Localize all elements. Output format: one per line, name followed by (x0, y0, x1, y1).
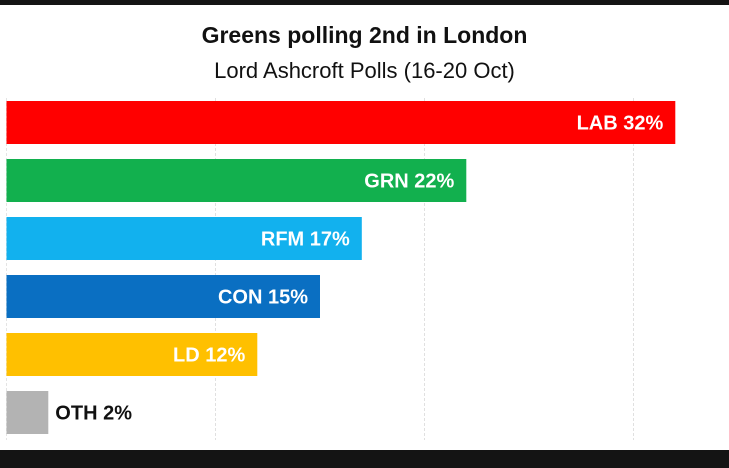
chart-subtitle: Lord Ashcroft Polls (16-20 Oct) (214, 58, 515, 83)
bar-lab (6, 101, 676, 144)
bar-con (6, 275, 320, 318)
bar-label-lab: LAB 32% (577, 113, 664, 135)
bar-grn (6, 159, 467, 202)
bar-label-ld: LD 12% (173, 345, 245, 367)
bottom-border (0, 450, 729, 468)
bar-label-con: CON 15% (218, 287, 308, 309)
bar-label-rfm: RFM 17% (261, 229, 350, 251)
bar-oth (6, 391, 49, 434)
bar-rfm (6, 217, 362, 260)
bar-label-oth: OTH 2% (55, 403, 132, 425)
chart-title: Greens polling 2nd in London (201, 22, 528, 48)
bar-label-grn: GRN 22% (364, 171, 454, 193)
top-border (0, 0, 729, 5)
bar-ld (6, 333, 258, 376)
